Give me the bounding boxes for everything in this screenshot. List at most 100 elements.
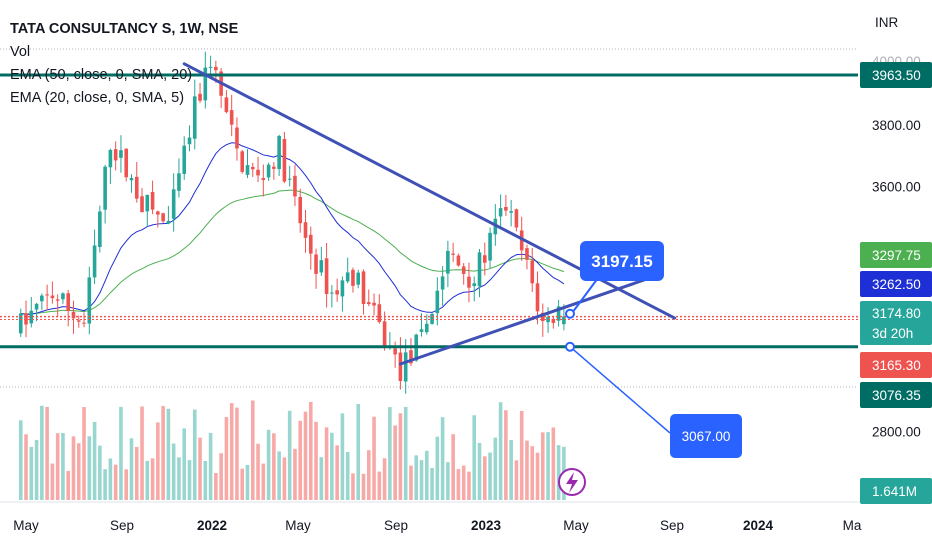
volume-bar: [145, 460, 150, 500]
candle-body: [87, 277, 92, 324]
volume-bar: [108, 458, 113, 500]
candle-body: [424, 323, 429, 333]
volume-bar: [34, 439, 39, 500]
candle-body: [282, 139, 287, 182]
volume-bar: [266, 429, 271, 500]
candle-body: [98, 211, 102, 247]
callout-anchor: [565, 341, 575, 352]
volume-bar: [514, 460, 519, 500]
candle-body: [145, 194, 150, 212]
price-tag-box: [860, 352, 932, 378]
candle-body: [224, 97, 229, 113]
volume-bar: [129, 438, 134, 500]
volume-bar: [488, 452, 492, 500]
callout-pointer-down: [569, 346, 671, 434]
candle-body: [340, 280, 345, 297]
candle-body: [192, 96, 197, 139]
volume-bar: [134, 446, 139, 500]
volume-bar: [282, 457, 287, 500]
time-tick-label: Sep: [384, 518, 408, 533]
candle-body: [361, 271, 366, 305]
volume-bar: [203, 460, 208, 500]
candle-body: [82, 322, 86, 324]
candle-body: [150, 192, 155, 210]
volume-bar: [530, 446, 535, 500]
candle-body: [498, 208, 503, 217]
candle-body: [171, 189, 176, 219]
volume-bar: [98, 445, 102, 500]
candle-body: [451, 253, 455, 255]
candle-body: [530, 260, 535, 284]
price-tag-label: 1.641M: [872, 484, 917, 499]
volume-bar: [214, 473, 218, 500]
volume-bar: [18, 420, 23, 500]
callout-anchor-up: [565, 308, 575, 319]
price-tick-label: 3600.00: [872, 179, 921, 194]
candle-body: [45, 294, 49, 296]
price-tick-label: 3800.00: [872, 118, 921, 133]
time-axis: May Sep 2022 May Sep 2023 May Sep 2024 Ma: [13, 518, 862, 533]
volume-bar: [66, 470, 71, 500]
volume-bar: [372, 416, 376, 500]
time-tick-label: May: [13, 518, 39, 533]
volume-bar: [235, 407, 239, 500]
candle-body: [108, 149, 113, 168]
grid: [0, 48, 932, 503]
volume-bar: [250, 400, 255, 500]
candle-body: [261, 178, 266, 180]
price-axis: INR4000.003800.003600.002800.003963.5032…: [860, 15, 932, 504]
volume-bar: [150, 458, 155, 500]
candle-body: [203, 67, 208, 101]
candle-body: [55, 299, 60, 301]
price-tag-label: 3076.35: [872, 388, 921, 403]
legend-ema50[interactable]: EMA (50, close, 0, SMA, 20): [10, 67, 193, 83]
candle-body: [398, 352, 403, 382]
volume-bar: [61, 432, 65, 500]
candle-body: [29, 310, 34, 324]
candle-body: [430, 313, 434, 324]
candle-body: [187, 137, 192, 145]
candle-body: [514, 209, 519, 228]
volume-bar: [398, 413, 403, 500]
volume-bar: [467, 471, 471, 500]
candle-body: [366, 302, 371, 305]
volume-bar: [540, 432, 545, 500]
price-tag-box: [860, 62, 932, 88]
lightning-icon[interactable]: [558, 468, 586, 496]
candle-body: [330, 292, 334, 294]
candle-body: [166, 220, 171, 224]
volume-bar: [551, 427, 556, 500]
ema20-line: [20, 142, 565, 316]
trendlines: [182, 62, 677, 366]
candle-body: [372, 302, 376, 306]
volume-bar: [477, 442, 482, 500]
volume-bar: [504, 410, 508, 500]
candle-body: [303, 222, 308, 238]
candle-body: [335, 290, 339, 295]
volume-bar: [461, 465, 466, 500]
symbol-title[interactable]: TATA CONSULTANCY S, 1W, NSE: [10, 21, 239, 37]
legend-ema20[interactable]: EMA (20, close, 0, SMA, 5): [10, 90, 185, 106]
volume-bar: [245, 464, 250, 500]
volume-bar: [198, 437, 202, 500]
volume-bar: [330, 432, 334, 500]
legend-vol[interactable]: Vol: [10, 44, 31, 60]
candle-body: [61, 293, 65, 300]
price-tag-box: [860, 301, 932, 345]
callout-label-down: 3067.00: [682, 429, 731, 444]
volume-bar: [256, 443, 260, 500]
volume-bar: [293, 448, 297, 500]
volume-bar: [403, 406, 408, 500]
time-tick-label: Sep: [660, 518, 684, 533]
volume-bar: [45, 406, 49, 500]
candle-body: [409, 350, 413, 364]
volume-bar: [366, 450, 371, 500]
candle-body: [482, 255, 487, 263]
candle-body: [461, 266, 466, 274]
time-tick-label: May: [563, 518, 589, 533]
volume-bar: [177, 457, 181, 500]
volume-bar: [161, 406, 165, 500]
candle-body: [403, 352, 408, 382]
